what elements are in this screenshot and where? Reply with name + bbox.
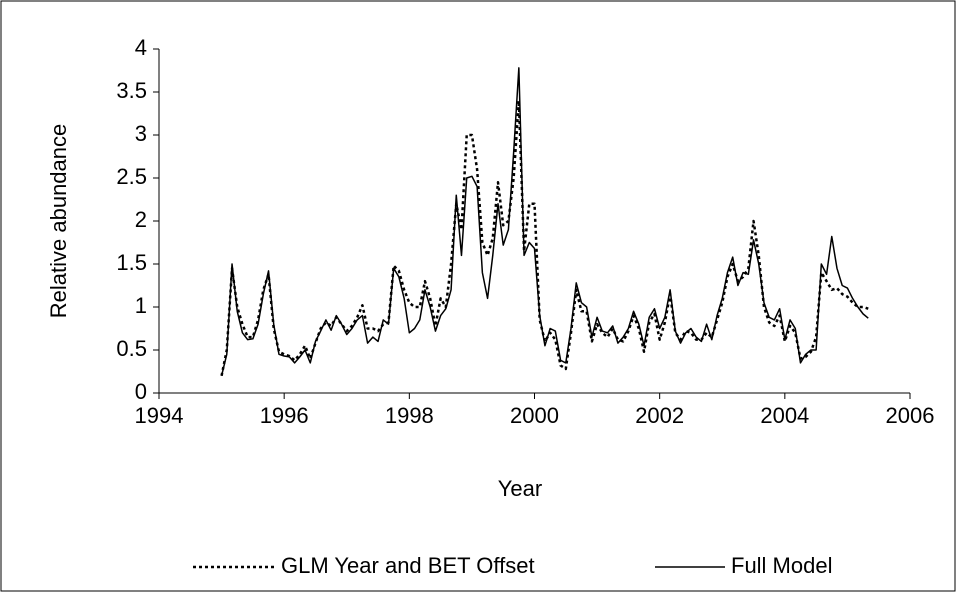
y-axis-title: Relative abundance [46,124,71,318]
legend-label: GLM Year and BET Offset [281,553,535,578]
y-tick-label: 0.5 [116,336,147,361]
y-tick-label: 3.5 [116,78,147,103]
y-tick-label: 1 [135,293,147,318]
x-tick-label: 1996 [260,403,309,428]
y-tick-label: 1.5 [116,250,147,275]
y-tick-label: 2 [135,207,147,232]
x-axis-title: Year [498,476,542,501]
series-line [220,67,869,376]
x-tick-label: 1994 [135,403,184,428]
y-tick-label: 0 [135,379,147,404]
y-tick-label: 3 [135,121,147,146]
y-tick-label: 2.5 [116,164,147,189]
series-line [220,99,869,377]
y-tick-label: 4 [135,35,147,60]
x-tick-label: 2002 [635,403,684,428]
x-tick-label: 1998 [385,403,434,428]
x-tick-label: 2000 [510,403,559,428]
x-tick-label: 2006 [886,403,935,428]
legend-label: Full Model [731,553,832,578]
x-tick-label: 2004 [760,403,809,428]
